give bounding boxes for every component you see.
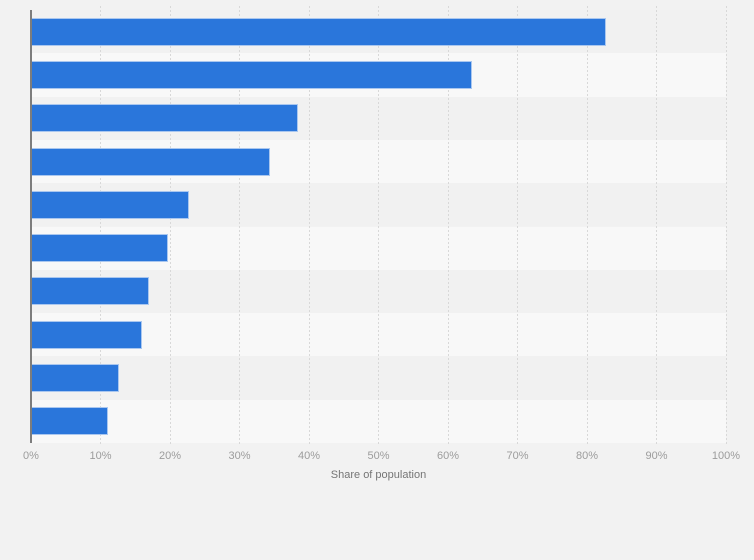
- bar[interactable]: [31, 320, 143, 349]
- bar[interactable]: [31, 277, 150, 306]
- gridline: [239, 6, 240, 445]
- plot-area: [30, 6, 727, 445]
- x-tick-label: 10%: [89, 450, 112, 462]
- x-tick-label: 60%: [436, 450, 460, 462]
- gridline: [447, 6, 449, 445]
- bar[interactable]: [31, 104, 298, 133]
- bar[interactable]: [31, 147, 271, 176]
- x-tick-label: 90%: [645, 450, 668, 462]
- x-tick-label: 80%: [575, 450, 599, 462]
- gridline: [725, 6, 727, 445]
- x-tick-label: 100%: [711, 450, 741, 462]
- x-tick-label: 40%: [297, 450, 321, 462]
- x-tick-label: 20%: [158, 450, 182, 462]
- bar[interactable]: [31, 190, 190, 219]
- x-tick-label: 0%: [23, 450, 39, 462]
- bar[interactable]: [31, 17, 606, 46]
- x-tick-label: 70%: [506, 450, 529, 462]
- x-axis-title: Share of population: [330, 469, 427, 481]
- gridline: [656, 6, 657, 445]
- gridline: [378, 6, 379, 445]
- bar[interactable]: [31, 234, 168, 263]
- x-tick-label: 50%: [367, 450, 390, 462]
- gridline: [169, 6, 171, 445]
- bar[interactable]: [31, 364, 120, 393]
- bar[interactable]: [31, 60, 473, 89]
- gridline: [517, 6, 518, 445]
- y-axis-line: [30, 10, 32, 443]
- gridline: [100, 6, 101, 445]
- x-tick-label: 30%: [228, 450, 251, 462]
- gridline: [308, 6, 310, 445]
- bar[interactable]: [31, 407, 109, 436]
- gridline: [586, 6, 588, 445]
